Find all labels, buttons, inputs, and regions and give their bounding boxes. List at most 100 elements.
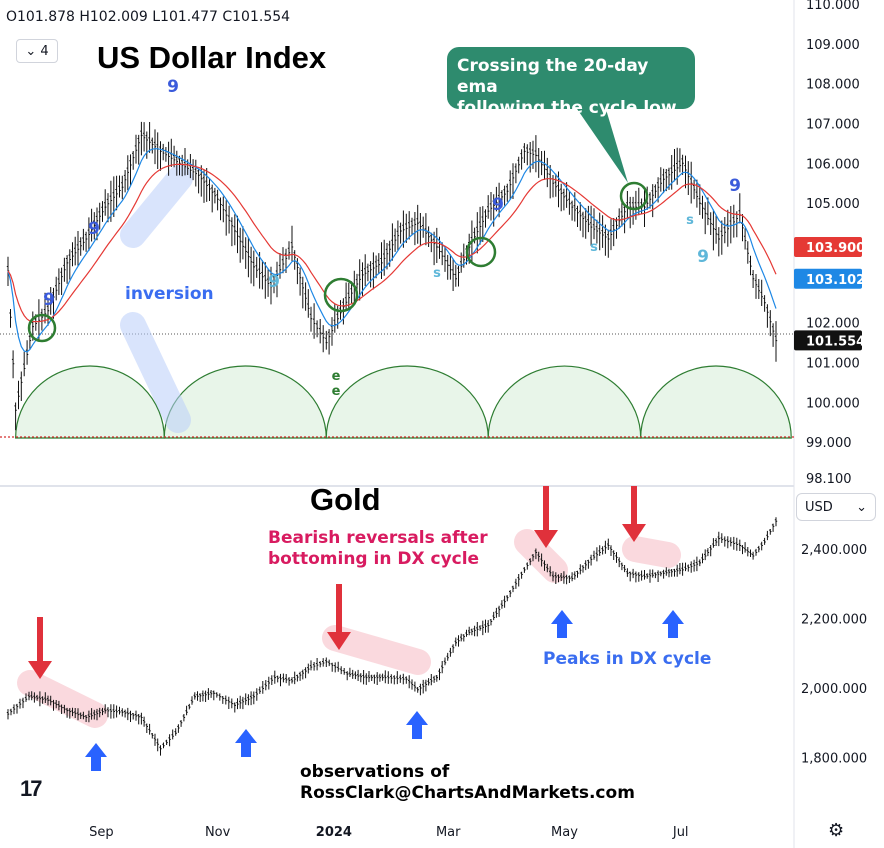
dxy-point	[140, 134, 142, 137]
gold-point	[28, 696, 30, 698]
dxy-point	[85, 238, 87, 240]
gold-point	[763, 541, 766, 543]
gold-point	[104, 709, 106, 712]
dxy-point	[15, 409, 17, 411]
gold-point	[552, 576, 554, 578]
setup-count-label: e	[332, 384, 341, 399]
dx-cycle-arcs	[0, 333, 794, 439]
price-badge-label: 101.554	[806, 334, 865, 349]
x-tick-label: Nov	[205, 825, 231, 840]
dxy-point	[607, 238, 609, 240]
gold-point	[682, 569, 684, 571]
interval-selector[interactable]: ⌄ 4	[16, 39, 58, 63]
ohlc-readout: O101.878 H102.009 L101.477 C101.554	[6, 9, 291, 25]
blue-arrow-icon	[551, 610, 573, 638]
x-tick-label: Sep	[89, 825, 114, 840]
dxy-point	[763, 302, 766, 304]
settings-gear-icon[interactable]: ⚙	[828, 820, 845, 841]
bearish-note: Bearish reversals after bottoming in DX …	[268, 528, 488, 570]
ema-callout: Crossing the 20-day ema following the cy…	[447, 47, 695, 118]
blue-arrow-icon	[406, 711, 428, 739]
dxy-point	[643, 206, 646, 208]
gold-point	[7, 713, 9, 715]
cycle-cross-circle	[619, 181, 649, 211]
blue-arrow-icon-head	[406, 711, 428, 725]
dxy-point	[47, 310, 49, 312]
cycle-arc	[325, 365, 489, 439]
y-axis: 110.000 109.000 108.000 107.000 106.000 105.0…	[794, 0, 867, 767]
gold-point	[417, 689, 419, 691]
setup-count-label: 9	[492, 195, 504, 215]
gold-point	[159, 748, 162, 750]
dxy-point	[590, 226, 592, 228]
red-arrow-icon	[622, 486, 646, 542]
dxy-point	[291, 246, 293, 248]
dxy-point	[310, 318, 312, 320]
red-arrow-icon	[327, 584, 351, 650]
cycle-cross-circle	[465, 236, 497, 268]
blue-arrow-icon	[235, 729, 257, 757]
y-tick-label: 2,400.000	[801, 543, 867, 558]
author-credit: observations of RossClark@ChartsAndMarke…	[300, 762, 635, 804]
gold-point	[310, 666, 312, 668]
gold-point	[436, 676, 438, 679]
gold-point	[752, 555, 754, 557]
gold-point	[468, 631, 470, 634]
dxy-point	[699, 202, 701, 204]
tradingview-logo-icon: 17	[20, 776, 43, 801]
red-arrow-icon-shaft	[543, 486, 549, 532]
gold-point	[718, 537, 720, 540]
y-tick-label: 107.000	[806, 117, 860, 132]
inversion-label: inversion	[125, 284, 214, 304]
red-arrow-icon	[534, 486, 558, 548]
bearish-band-3	[514, 529, 568, 583]
setup-count-label: s	[433, 266, 441, 281]
blue-arrow-icon-head	[662, 610, 684, 624]
x-tick-label: May	[551, 825, 578, 840]
dxy-point	[121, 186, 123, 188]
dxy-point	[217, 198, 219, 200]
cycle-arc	[640, 365, 792, 439]
cycle-cross-circle	[27, 313, 57, 343]
x-tick-label: 2024	[316, 825, 352, 840]
inversion-band-lower	[120, 312, 191, 433]
credit-line-2: RossClark@ChartsAndMarkets.com	[300, 783, 635, 803]
chevron-down-icon: ⌄	[25, 43, 37, 59]
y-tick-label: 101.000	[806, 356, 860, 371]
blue-arrow-icon-shaft	[241, 743, 251, 757]
dxy-point	[104, 206, 106, 208]
red-arrow-icon-shaft	[336, 584, 342, 634]
gold-point	[194, 696, 196, 698]
gold-point	[121, 711, 123, 713]
price-badge	[794, 268, 862, 289]
y-tick-label: 102.000	[806, 317, 860, 332]
price-badge-label: 103.900	[806, 241, 865, 256]
x-tick-label: Mar	[436, 825, 461, 840]
dxy-point	[417, 222, 419, 224]
red-arrow-icon-shaft	[631, 486, 637, 526]
dxy-point	[552, 182, 554, 184]
gold-point	[607, 544, 609, 547]
gold-point	[325, 661, 327, 663]
setup-count-label: 9	[697, 247, 709, 267]
y-tick-label: 106.000	[806, 157, 860, 172]
x-axis: Sep Nov 2024 Mar May Jul	[89, 825, 688, 840]
gold-point	[739, 544, 741, 547]
lower-chart-title: Gold	[310, 482, 381, 517]
callout-line-1: Crossing the 20-day ema	[457, 56, 649, 97]
y-tick-label: 2,200.000	[801, 613, 867, 628]
dxy-point	[436, 246, 438, 248]
gold-point	[523, 569, 526, 571]
y-tick-label: 105.000	[806, 197, 860, 212]
y-tick-label: 109.000	[806, 38, 860, 53]
dxy-point	[178, 162, 181, 164]
currency-selector[interactable]: USD ⌄	[796, 493, 876, 521]
bearish-note-line-1: Bearish reversals after	[268, 528, 488, 548]
y-tick-label: 2,000.000	[801, 682, 867, 697]
dxy-point	[775, 339, 777, 342]
blue-arrow-icon-shaft	[91, 757, 101, 771]
gold-point	[384, 676, 386, 679]
red-arrow-icon	[28, 617, 52, 679]
setup-count-label: 9	[268, 272, 280, 292]
